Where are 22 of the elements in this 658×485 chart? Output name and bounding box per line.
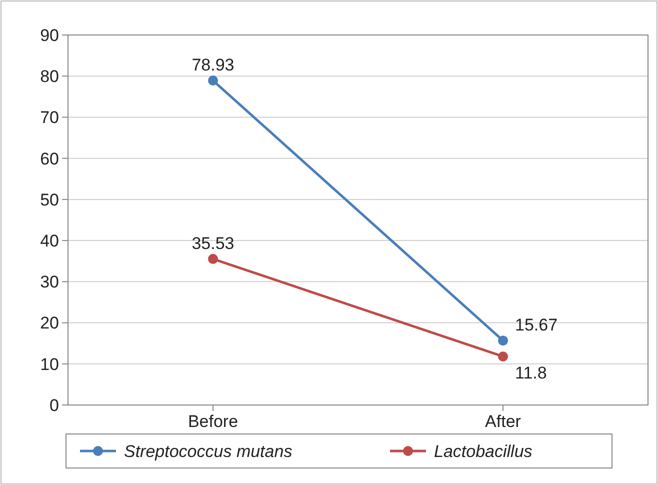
y-tick-label: 10 [40,354,59,374]
data-label: 35.53 [192,234,234,253]
y-tick-label: 40 [40,232,59,251]
y-tick-label: 30 [40,272,59,292]
legend-label: Lactobacillus [434,442,533,461]
y-tick-label: 90 [40,26,59,45]
point [208,76,218,86]
legend-label: Streptococcus mutans [124,442,293,461]
data-label: 78.93 [192,56,234,75]
point [498,351,508,362]
y-tick-label: 20 [40,314,59,333]
point [208,254,218,264]
y-tick-label: 0 [50,396,59,415]
y-tick-label: 70 [40,108,59,128]
point [498,336,508,346]
data-label: 11.8 [515,363,547,382]
x-tick-label: After [485,412,522,431]
y-tick-label: 50 [40,190,59,210]
y-tick-label: 80 [40,67,59,86]
y-tick-label: 60 [40,149,59,168]
data-label: 15.67 [515,316,558,335]
x-tick-label: Before [188,412,238,431]
